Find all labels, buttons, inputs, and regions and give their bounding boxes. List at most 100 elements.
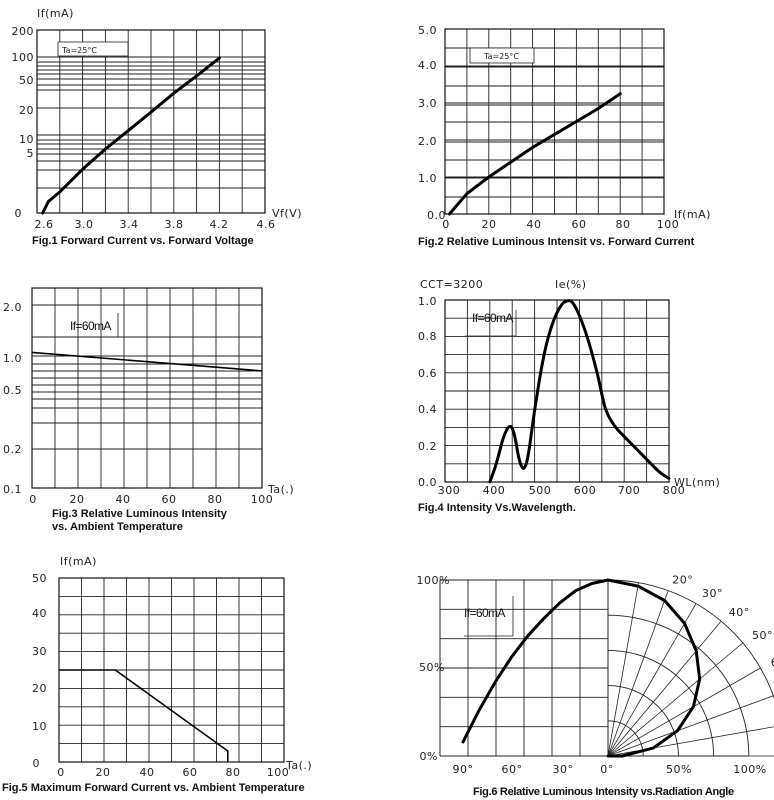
- fig1-xtick-3.8: 3.8: [165, 218, 184, 231]
- fig2-ytick-1.0: 1.0: [418, 172, 437, 185]
- fig6-angle-label-20: 20°: [672, 573, 693, 586]
- fig4-chart: If=60mA CCT=3200 Ie(%) 1.0 0.8 0.6 0.4 0…: [418, 278, 720, 514]
- fig5-ytick-10: 10: [32, 720, 47, 733]
- fig6-xtick-50pct: 50%: [666, 763, 692, 776]
- fig6-title: Fig.6 Relative Luminous Intensity vs.Rad…: [473, 786, 734, 798]
- fig5-series-line: [59, 669, 229, 762]
- fig5-ytick-40: 40: [32, 607, 47, 620]
- fig1-ytick-10: 10: [19, 133, 34, 146]
- fig4-condition: CCT=3200: [420, 278, 483, 291]
- fig4-ytick-1.0: 1.0: [418, 295, 437, 308]
- fig6-ytick-0: 0%: [420, 750, 438, 763]
- fig5-xtick-20: 20: [96, 766, 111, 779]
- fig4-ytick-0.2: 0.2: [418, 440, 437, 453]
- fig6-note: If=60mA: [464, 606, 505, 620]
- fig4-grid: [444, 299, 670, 483]
- fig4-frame: [444, 299, 670, 483]
- fig2-xtick-20: 20: [482, 218, 497, 231]
- fig5-xtick-40: 40: [140, 766, 155, 779]
- fig6-series-line: [461, 578, 702, 758]
- fig4-xtick-800: 800: [663, 484, 686, 497]
- fig3-ytick-2.0: 2.0: [3, 301, 22, 314]
- fig6-arc-2: [607, 649, 715, 757]
- fig4-title: Fig.4 Intensity Vs.Wavelength.: [418, 502, 576, 514]
- fig6-chart: If=60mA 100% 50% 0% 90° 60° 30° 0° 50% 1…: [417, 573, 774, 798]
- fig2-ytick-0.0: 0.0: [427, 209, 446, 222]
- fig1-chart: Ta=25°C If(mA) Vf(V) 200 100 50 20 10 5 …: [12, 7, 302, 247]
- fig6-radial-60: [607, 667, 761, 757]
- fig3-series-line: [31, 351, 263, 372]
- fig6-xtick-0: 0°: [600, 763, 614, 776]
- fig5-ytick-20: 20: [32, 682, 47, 695]
- fig2-ytick-4.0: 4.0: [418, 59, 437, 72]
- fig1-series-line: [41, 56, 221, 215]
- fig4-note: If=60mA: [472, 311, 513, 325]
- fig4-ytick-0.4: 0.4: [418, 403, 437, 416]
- fig2-xtick-100: 100: [657, 218, 680, 231]
- fig4-xtick-700: 700: [618, 484, 641, 497]
- fig1-ytick-5: 5: [27, 147, 35, 160]
- fig5-xtick-60: 60: [183, 766, 198, 779]
- fig3-xtick-40: 40: [116, 493, 131, 506]
- fig6-angle-label-60: 60°: [771, 656, 774, 669]
- fig1-ytick-200: 200: [12, 25, 35, 38]
- fig3-xtick-100: 100: [251, 493, 274, 506]
- fig5-xtick-80: 80: [226, 766, 241, 779]
- fig3-condition: If=60mA: [70, 319, 111, 333]
- fig4-series-line: [488, 299, 671, 484]
- fig4-xtick-600: 600: [574, 484, 597, 497]
- fig1-xtick-2.6: 2.6: [35, 218, 54, 231]
- fig3-grid: [31, 288, 263, 488]
- fig5-title: Fig.5 Maximum Forward Current vs. Ambien…: [2, 782, 305, 794]
- fig1-xtick-4.2: 4.2: [210, 218, 229, 231]
- fig6-radial-30: [607, 603, 697, 757]
- fig3-xtick-20: 20: [70, 493, 85, 506]
- fig4-ylabel: Ie(%): [555, 278, 587, 291]
- fig1-ytick-100: 100: [12, 51, 35, 64]
- fig1-ytick-0: 0: [15, 207, 23, 220]
- fig6-xtick-100pct: 100%: [733, 763, 766, 776]
- fig1-xtick-4.6: 4.6: [257, 218, 276, 231]
- fig2-ytick-3.0: 3.0: [418, 97, 437, 110]
- fig5-ytick-30: 30: [32, 645, 47, 658]
- fig6-arc-4: [607, 579, 774, 700]
- fig1-title: Fig.1 Forward Current vs. Forward Voltag…: [32, 235, 254, 247]
- fig4-xlabel: WL(nm): [674, 476, 720, 489]
- fig2-xtick-0: 0: [442, 218, 450, 231]
- fig3-ytick-1.0: 1.0: [3, 352, 22, 365]
- fig1-xtick-3.0: 3.0: [75, 218, 94, 231]
- fig6-xtick-60: 60°: [502, 763, 523, 776]
- fig2-xlabel: If(mA): [674, 208, 711, 221]
- fig6-angle-label-50: 50°: [752, 629, 773, 642]
- fig4-xtick-500: 500: [529, 484, 552, 497]
- fig6-arc-1: [607, 685, 679, 757]
- fig6-arc-3: [607, 614, 750, 757]
- fig3-ytick-0.2: 0.2: [3, 443, 22, 456]
- fig6-radial-40: [607, 620, 722, 757]
- fig6-xtick-90: 90°: [453, 763, 474, 776]
- fig1-xtick-3.4: 3.4: [120, 218, 139, 231]
- fig6-ytick-100: 100%: [417, 574, 450, 587]
- fig2-frame: [444, 28, 665, 215]
- fig4-ytick-0.8: 0.8: [418, 330, 437, 343]
- fig2-xtick-40: 40: [527, 218, 542, 231]
- fig1-frame: [36, 29, 266, 214]
- fig1-ytick-20: 20: [19, 104, 34, 117]
- fig6-ytick-50: 50%: [419, 661, 445, 674]
- fig5-grid: [58, 577, 285, 763]
- fig3-ytick-0.5: 0.5: [3, 384, 22, 397]
- fig1-condition: Ta=25°C: [61, 46, 97, 55]
- fig2-xtick-60: 60: [572, 218, 587, 231]
- fig5-ytick-0: 0: [33, 757, 41, 770]
- fig3-chart: If=60mA 2.0 1.0 0.5 0.2 0.1 0 20 40 60 8…: [3, 287, 294, 533]
- fig2-title: Fig.2 Relative Luminous Intensit vs. For…: [418, 236, 695, 248]
- fig2-ytick-5.0: 5.0: [418, 24, 437, 37]
- fig5-xtick-100: 100: [267, 766, 290, 779]
- fig1-ylabel: If(mA): [37, 7, 74, 20]
- fig2-xtick-80: 80: [616, 218, 631, 231]
- fig3-xtick-60: 60: [162, 493, 177, 506]
- fig3-frame: [31, 287, 263, 489]
- fig2-condition-box: [469, 47, 535, 64]
- fig1-ytick-50: 50: [19, 74, 34, 87]
